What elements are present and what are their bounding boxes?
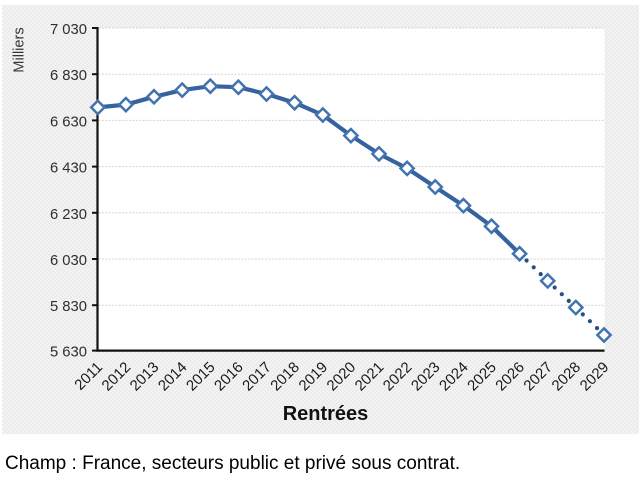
svg-text:6 430: 6 430 (50, 161, 87, 177)
svg-text:6 830: 6 830 (50, 68, 87, 84)
svg-text:Rentrées: Rentrées (283, 403, 369, 425)
svg-text:6 630: 6 630 (50, 114, 87, 130)
svg-text:5 830: 5 830 (50, 299, 87, 315)
svg-text:Champ : France, secteurs publi: Champ : France, secteurs public et privé… (5, 453, 460, 474)
svg-text:5 630: 5 630 (50, 345, 87, 361)
svg-text:6 030: 6 030 (50, 253, 87, 269)
svg-text:6 230: 6 230 (50, 207, 87, 223)
svg-text:Milliers: Milliers (12, 27, 28, 72)
svg-text:7 030: 7 030 (50, 22, 87, 38)
